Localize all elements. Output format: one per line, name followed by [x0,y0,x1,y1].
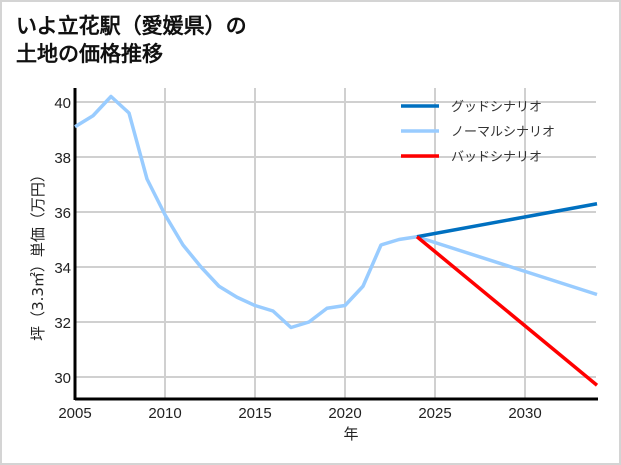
y-tick-label: 40 [54,95,71,112]
x-tick-label: 2030 [508,405,541,422]
y-tick-label: 36 [54,205,71,222]
series-line [74,94,598,330]
title-line-2: 土地の価格推移 [16,42,163,66]
x-axis-label: 年 [343,425,358,443]
x-tick-label: 2025 [418,405,451,422]
x-tick-label: 2015 [238,405,271,422]
legend-label: グッドシナリオ [451,100,542,115]
chart-title: いよ立花駅（愛媛県）の 土地の価格推移 [16,12,247,68]
y-tick-label: 30 [54,370,71,387]
y-tick-label: 34 [54,260,71,277]
x-tick-label: 2005 [58,405,91,422]
title-line-1: いよ立花駅（愛媛県）の [16,14,247,38]
y-tick-label: 38 [54,150,71,167]
legend-label: バッドシナリオ [451,150,542,165]
y-tick-label: 32 [54,315,71,332]
series-line [415,235,599,387]
x-tick-label: 2020 [328,405,361,422]
x-tick-label: 2010 [148,405,181,422]
series-line [416,202,598,239]
y-axis-label: 坪（3.3㎡）単価（万円） [29,167,47,341]
legend-label: ノーマルシナリオ [451,125,555,140]
